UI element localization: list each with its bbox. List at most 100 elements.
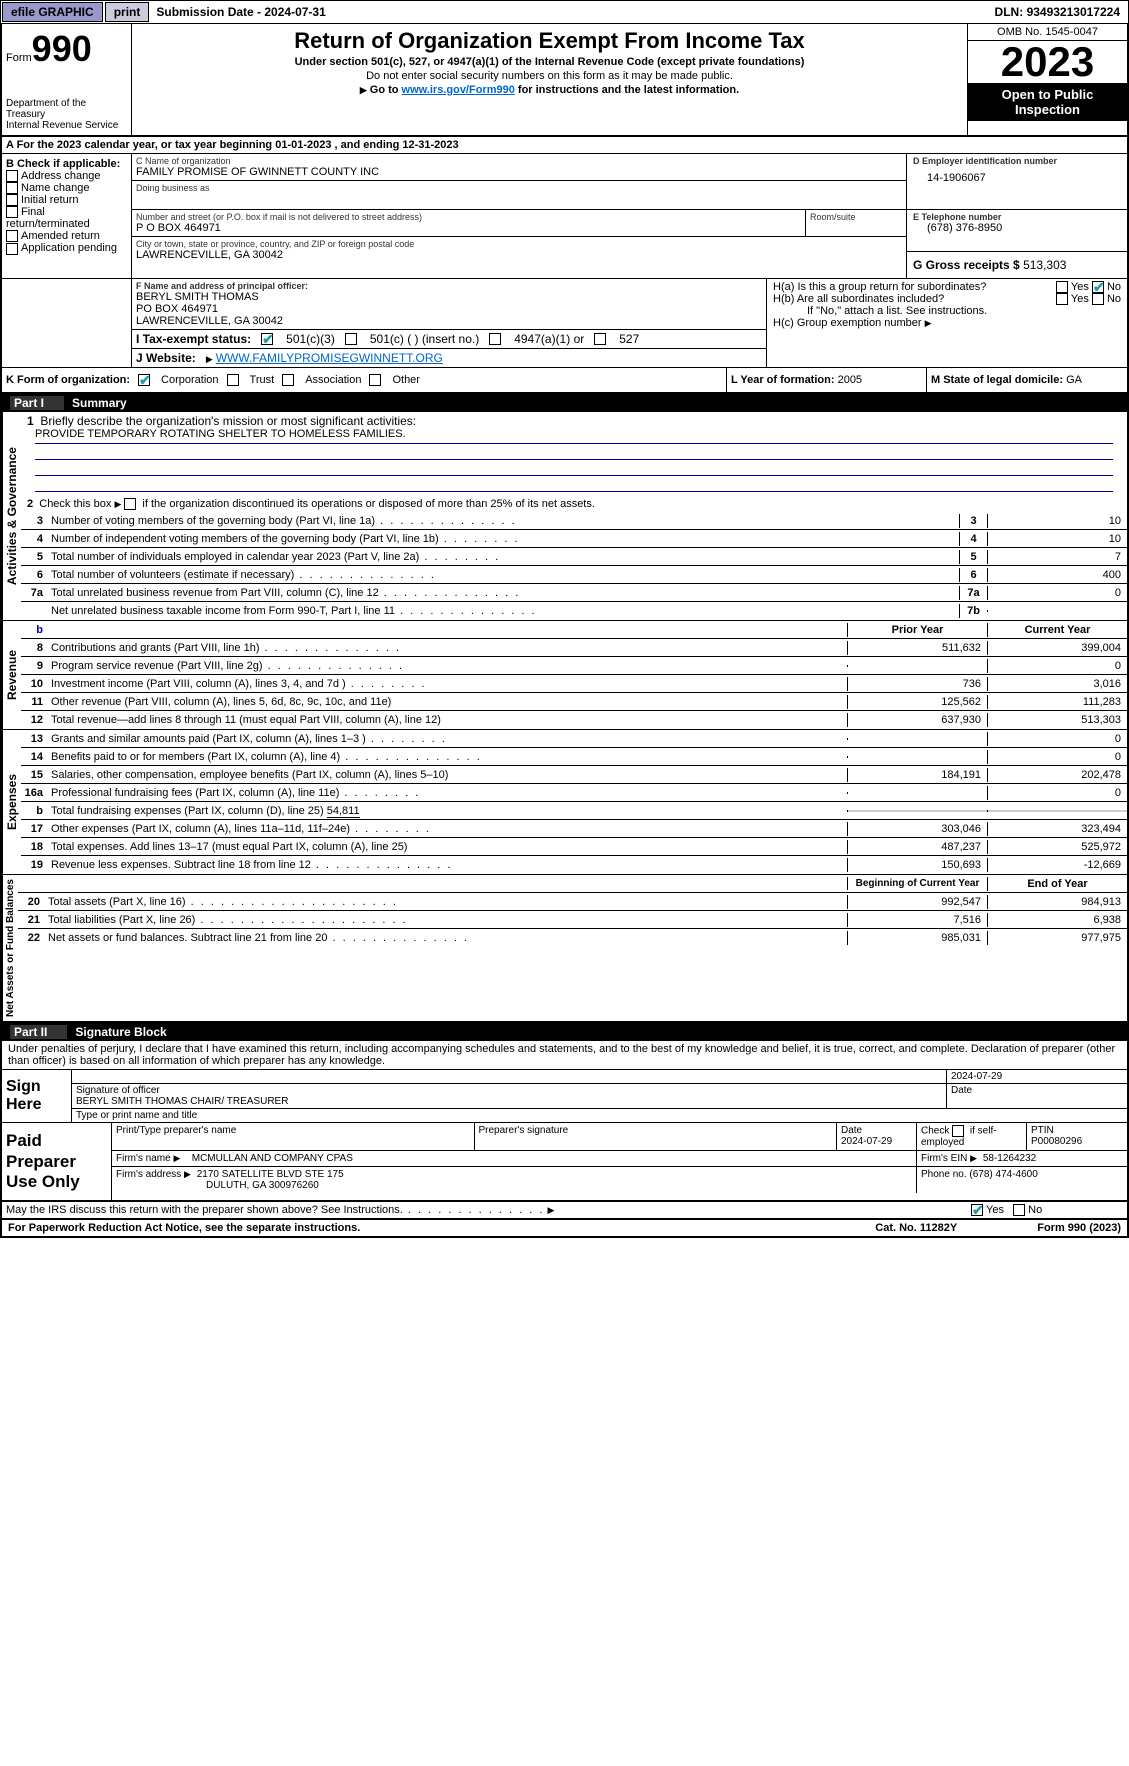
chk-application-pending[interactable] xyxy=(6,243,18,255)
q16b: Total fundraising expenses (Part IX, col… xyxy=(47,804,847,818)
p18: 487,237 xyxy=(847,840,987,854)
label-website: J Website: xyxy=(136,351,196,365)
q1: Briefly describe the organization's miss… xyxy=(40,414,416,428)
city: LAWRENCEVILLE, GA 30042 xyxy=(136,249,902,261)
chk-corporation[interactable] xyxy=(138,374,150,386)
ein: 14-1906067 xyxy=(913,166,1121,184)
col-preparer-sig: Preparer's signature xyxy=(475,1123,838,1150)
chk-ha-yes[interactable] xyxy=(1056,281,1068,293)
q9: Program service revenue (Part VIII, line… xyxy=(47,659,847,673)
label-date: Date xyxy=(947,1084,1127,1108)
efile-graphic-button[interactable]: efile GRAPHIC xyxy=(2,2,103,22)
form-label: Form xyxy=(6,52,32,64)
chk-name-change[interactable] xyxy=(6,182,18,194)
chk-discuss-no[interactable] xyxy=(1013,1204,1025,1216)
chk-other[interactable] xyxy=(369,374,381,386)
chk-527[interactable] xyxy=(594,333,606,345)
p15: 184,191 xyxy=(847,768,987,782)
chk-4947[interactable] xyxy=(489,333,501,345)
p16a xyxy=(847,792,987,794)
vert-expenses: Expenses xyxy=(2,730,21,874)
chk-amended-return[interactable] xyxy=(6,230,18,242)
chk-hb-yes[interactable] xyxy=(1056,293,1068,305)
p17: 303,046 xyxy=(847,822,987,836)
c13: 0 xyxy=(987,732,1127,746)
chk-501c3[interactable] xyxy=(261,333,273,345)
q18: Total expenses. Add lines 13–17 (must eq… xyxy=(47,840,847,854)
officer-addr1: PO BOX 464971 xyxy=(136,303,762,315)
officer-block: F Name and address of principal officer:… xyxy=(0,279,1129,368)
cat-no: Cat. No. 11282Y xyxy=(875,1222,957,1234)
v7a: 0 xyxy=(987,586,1127,600)
box-b: B Check if applicable: Address change Na… xyxy=(2,154,132,278)
c21: 6,938 xyxy=(987,913,1127,927)
firm-name: MCMULLAN AND COMPANY CPAS xyxy=(192,1153,353,1164)
c17: 323,494 xyxy=(987,822,1127,836)
q10: Investment income (Part VIII, column (A)… xyxy=(47,677,847,691)
website-link[interactable]: WWW.FAMILYPROMISEGWINNETT.ORG xyxy=(216,351,443,365)
header-sub1: Under section 501(c), 527, or 4947(a)(1)… xyxy=(142,56,957,68)
sign-block: Sign Here 2024-07-29 Signature of office… xyxy=(0,1070,1129,1123)
q19: Revenue less expenses. Subtract line 18 … xyxy=(47,858,847,872)
street: P O BOX 464971 xyxy=(136,222,801,234)
c9: 0 xyxy=(987,659,1127,673)
chk-association[interactable] xyxy=(282,374,294,386)
netassets-block: Net Assets or Fund Balances Beginning of… xyxy=(0,875,1129,1023)
dln: DLN: 93493213017224 xyxy=(995,5,1128,19)
governance-block: Activities & Governance 1 Briefly descri… xyxy=(0,412,1129,621)
q2: Check this box if the organization disco… xyxy=(39,498,595,510)
irs-link[interactable]: www.irs.gov/Form990 xyxy=(402,84,515,96)
v5: 7 xyxy=(987,550,1127,564)
open-public-badge: Open to Public Inspection xyxy=(968,83,1127,121)
label-type-name: Type or print name and title xyxy=(72,1109,1127,1122)
q12: Total revenue—add lines 8 through 11 (mu… xyxy=(47,713,847,727)
chk-ha-no[interactable] xyxy=(1092,281,1104,293)
c19: -12,669 xyxy=(987,858,1127,872)
c14: 0 xyxy=(987,750,1127,764)
penalty-statement: Under penalties of perjury, I declare th… xyxy=(0,1041,1129,1070)
paid-preparer-block: Paid Preparer Use Only Print/Type prepar… xyxy=(0,1123,1129,1202)
chk-initial-return[interactable] xyxy=(6,194,18,206)
q7b: Net unrelated business taxable income fr… xyxy=(47,604,959,618)
p22: 985,031 xyxy=(847,931,987,945)
discuss-row: May the IRS discuss this return with the… xyxy=(0,1202,1129,1220)
chk-hb-no[interactable] xyxy=(1092,293,1104,305)
chk-final-return[interactable] xyxy=(6,206,18,218)
hdr-begin: Beginning of Current Year xyxy=(847,877,987,890)
hdr-current: Current Year xyxy=(987,623,1127,637)
hb-note: If "No," attach a list. See instructions… xyxy=(773,305,1121,317)
sign-here-label: Sign Here xyxy=(2,1070,72,1122)
line-a: A For the 2023 calendar year, or tax yea… xyxy=(0,137,1129,154)
print-button[interactable]: print xyxy=(105,2,150,22)
v7b xyxy=(987,610,1127,612)
label-room: Room/suite xyxy=(810,212,902,222)
vert-revenue: Revenue xyxy=(2,621,21,729)
q7a: Total unrelated business revenue from Pa… xyxy=(47,586,959,600)
officer-addr2: LAWRENCEVILLE, GA 30042 xyxy=(136,315,762,327)
chk-discontinued[interactable] xyxy=(124,498,136,510)
c22: 977,975 xyxy=(987,931,1127,945)
p8: 511,632 xyxy=(847,641,987,655)
chk-self-employed[interactable] xyxy=(952,1125,964,1137)
c10: 3,016 xyxy=(987,677,1127,691)
state-domicile: GA xyxy=(1066,374,1082,386)
chk-501c[interactable] xyxy=(345,333,357,345)
chk-discuss-yes[interactable] xyxy=(971,1204,983,1216)
chk-address-change[interactable] xyxy=(6,170,18,182)
v4: 10 xyxy=(987,532,1127,546)
p20: 992,547 xyxy=(847,895,987,909)
hdr-end: End of Year xyxy=(987,877,1127,891)
officer-name: BERYL SMITH THOMAS xyxy=(136,291,762,303)
chk-trust[interactable] xyxy=(227,374,239,386)
entity-block: B Check if applicable: Address change Na… xyxy=(0,154,1129,279)
q11: Other revenue (Part VIII, column (A), li… xyxy=(47,695,847,709)
label-dba: Doing business as xyxy=(136,183,902,193)
mission-text: PROVIDE TEMPORARY ROTATING SHELTER TO HO… xyxy=(35,428,1113,444)
p10: 736 xyxy=(847,677,987,691)
q17: Other expenses (Part IX, column (A), lin… xyxy=(47,822,847,836)
form-header: Form990 Department of the TreasuryIntern… xyxy=(0,24,1129,137)
p21: 7,516 xyxy=(847,913,987,927)
header-sub3: Go to www.irs.gov/Form990 for instructio… xyxy=(142,84,957,96)
p14 xyxy=(847,756,987,758)
hdr-prior: Prior Year xyxy=(847,623,987,637)
